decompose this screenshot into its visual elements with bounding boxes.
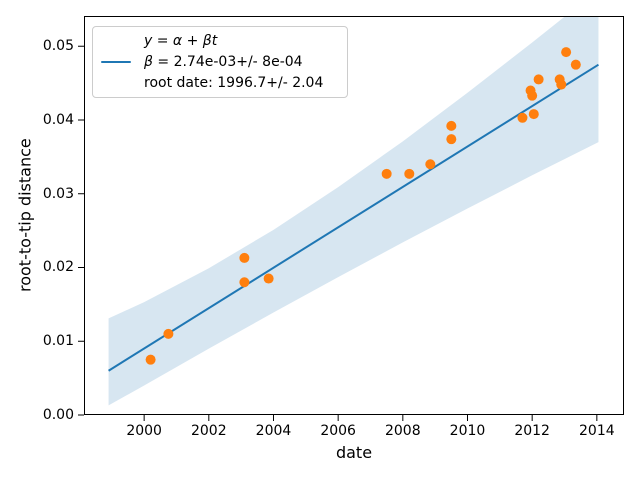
x-tick-label: 2006	[320, 423, 356, 439]
y-tick-label: 0.04	[42, 111, 74, 128]
y-axis-label: root-to-tip distance	[15, 138, 35, 293]
scatter-point	[239, 252, 250, 263]
y-tick-label: 0.02	[42, 259, 74, 276]
scatter-point	[239, 277, 250, 288]
x-tick-label: 2004	[255, 423, 292, 439]
legend-beta-label: β = 2.74e-03+/- 8e-04	[144, 54, 303, 70]
legend-entry-beta: β = 2.74e-03+/- 8e-04	[101, 52, 339, 73]
plot-area	[78, 16, 624, 421]
x-tick-label: 2012	[514, 423, 550, 439]
beta-value: = 2.74e-03+/- 8e-04	[152, 54, 303, 70]
scatter-point	[145, 354, 156, 365]
confidence-band	[108, 16, 599, 406]
scatter-point	[381, 168, 392, 179]
x-tick-label: 2008	[384, 423, 421, 439]
scatter-point	[533, 74, 544, 85]
scatter-point	[517, 112, 528, 123]
legend-handle-line	[101, 61, 131, 63]
y-tick-label: 0.05	[42, 38, 74, 55]
scatter-point	[570, 59, 581, 70]
legend-entry-formula: y = α + βt	[101, 31, 339, 52]
scatter-point	[527, 90, 538, 101]
regression-line	[108, 63, 599, 372]
regression-line-legend-swatch	[101, 61, 131, 63]
scatter-point	[528, 109, 539, 120]
y-tick-label: 0.00	[42, 407, 74, 423]
y-tick-label: 0.03	[42, 185, 74, 202]
axes-spines	[84, 16, 624, 415]
scatter-point	[163, 328, 174, 339]
beta-symbol: β	[144, 54, 153, 70]
legend-formula-label: y = α + βt	[144, 33, 218, 50]
scatter-point	[561, 47, 572, 58]
y-tick-label: 0.01	[42, 333, 74, 350]
scatter-point	[425, 159, 436, 170]
legend-root-date-label: root date: 1996.7+/- 2.04	[144, 74, 324, 91]
scatter-point	[404, 168, 415, 179]
scatter-point	[556, 79, 567, 90]
scatter-point	[446, 134, 457, 145]
x-tick-label: 2002	[190, 423, 227, 439]
scatter-point	[446, 120, 457, 131]
scatter-point	[263, 273, 274, 284]
x-tick-label: 2010	[449, 423, 486, 439]
x-tick-label: 2014	[579, 423, 615, 439]
x-axis-label: date	[335, 443, 373, 462]
x-tick-label: 2000	[126, 423, 162, 439]
legend-entry-root-date: root date: 1996.7+/- 2.04	[101, 72, 339, 93]
legend: y = α + βt β = 2.74e-03+/- 8e-04 root da…	[92, 26, 348, 98]
